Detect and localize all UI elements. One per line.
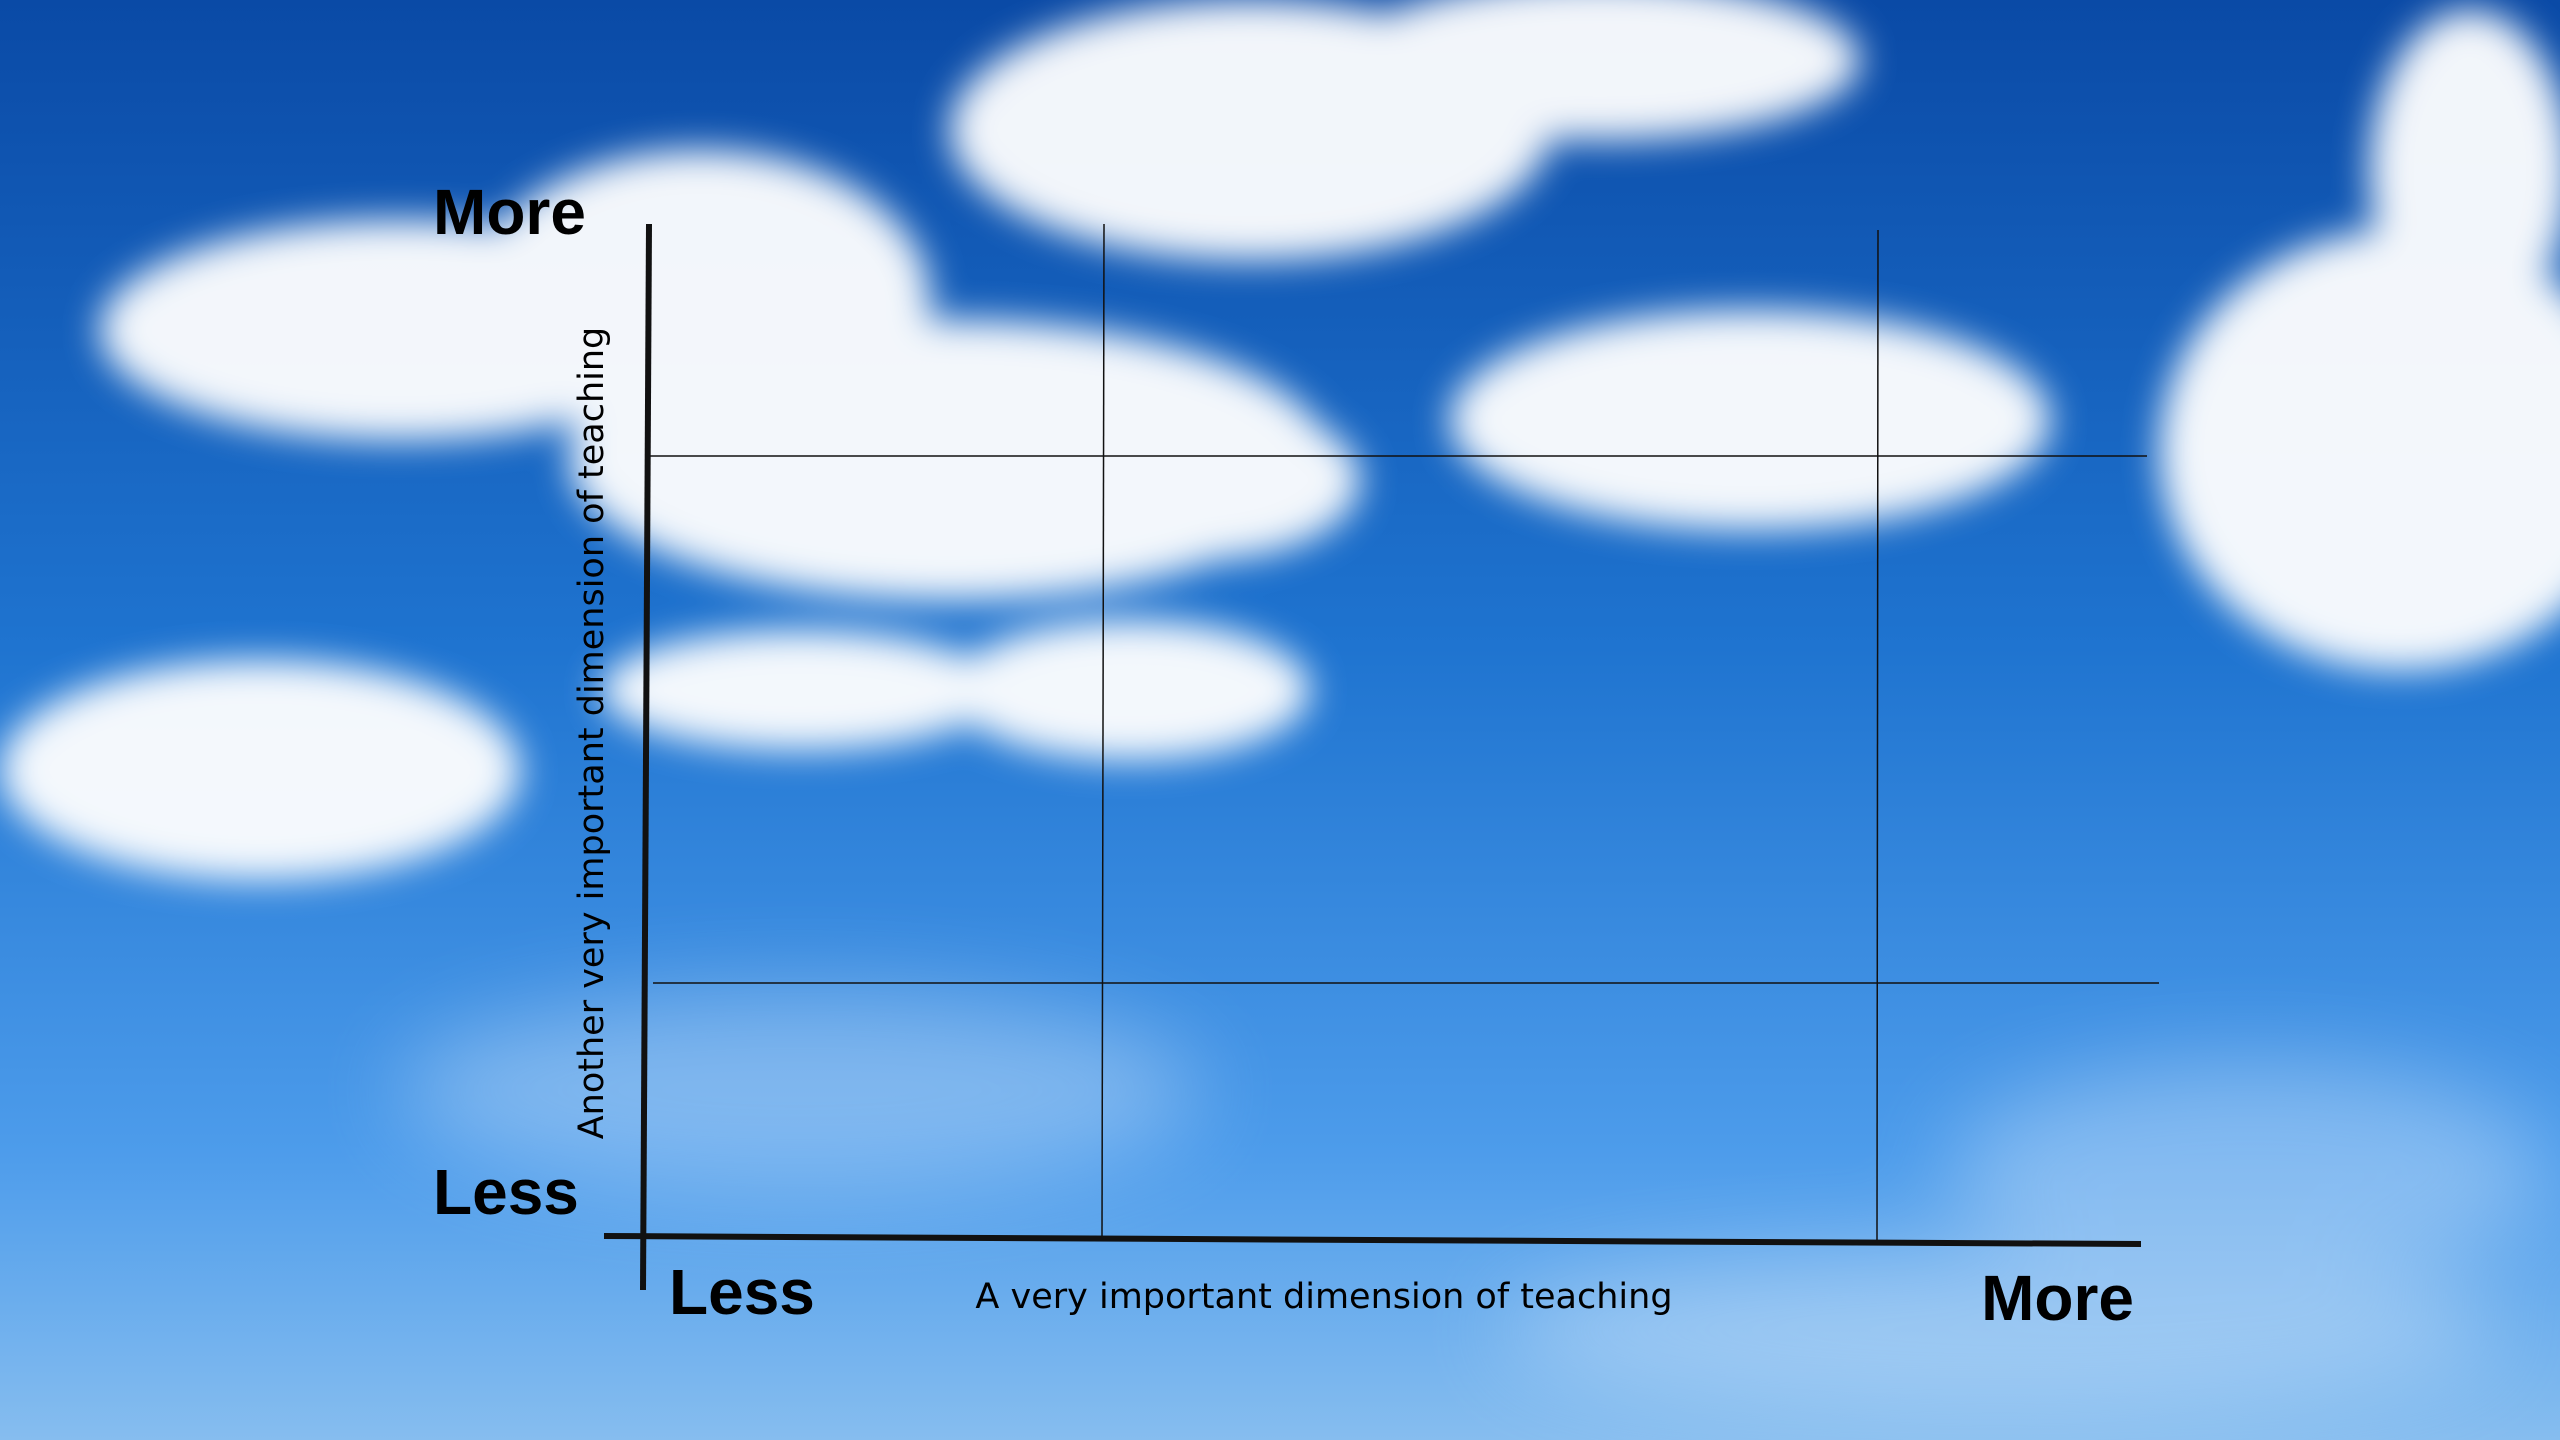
x-axis-left-label: Less: [669, 1256, 815, 1328]
y-axis-bottom-label: Less: [433, 1156, 579, 1228]
grid-line: [1877, 230, 1878, 1240]
x-axis-title: A very important dimension of teaching: [975, 1277, 1672, 1317]
x-axis-right-label: More: [1981, 1262, 2134, 1334]
page: More Less Less More A very important dim…: [0, 0, 2560, 1440]
y-axis-title: Another very important dimension of teac…: [572, 327, 612, 1140]
slide: More Less Less More A very important dim…: [0, 0, 2560, 1440]
y-axis-top-label: More: [433, 176, 586, 248]
